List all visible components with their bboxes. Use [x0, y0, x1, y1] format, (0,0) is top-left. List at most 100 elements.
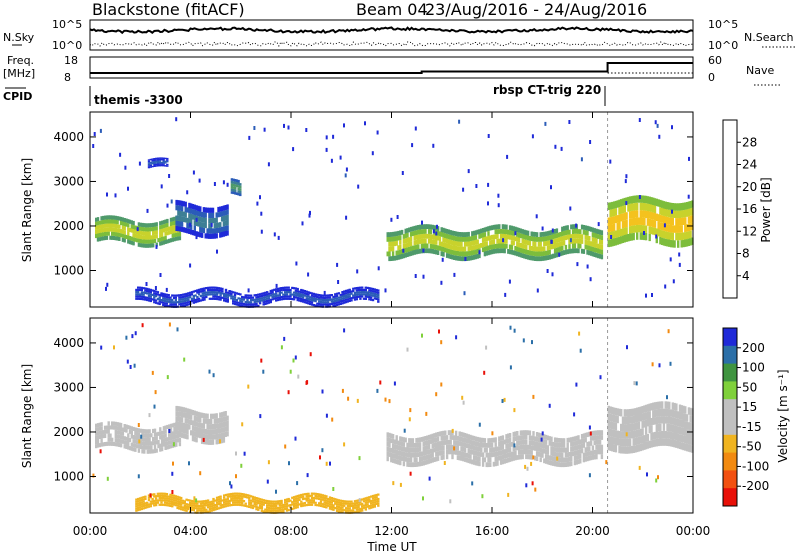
echo-cell: [230, 188, 234, 192]
echo-cell: [453, 245, 456, 251]
noise-point: [105, 286, 107, 291]
noise-point: [635, 381, 638, 386]
echo-cell: [223, 494, 226, 497]
echo-cell: [275, 504, 278, 508]
echo-cell: [144, 429, 148, 434]
echo-cell: [266, 300, 269, 303]
echo-cell: [671, 210, 674, 218]
echo-cell: [246, 496, 249, 499]
echo-cell: [377, 296, 380, 299]
echo-cell: [226, 495, 229, 498]
echo-cell: [611, 224, 614, 232]
echo-cell: [627, 416, 630, 424]
echo-cell: [532, 431, 535, 436]
echo-cell: [335, 301, 339, 304]
echo-cell: [226, 204, 229, 210]
echo-cell: [137, 226, 141, 231]
echo-cell: [465, 443, 469, 448]
echo-cell: [465, 256, 469, 261]
echo-cell: [438, 450, 442, 456]
echo-cell: [528, 250, 532, 256]
echo-cell: [328, 498, 332, 501]
echo-cell: [408, 452, 411, 458]
echo-cell: [535, 246, 539, 252]
noise-point: [576, 262, 579, 267]
echo-cell: [237, 499, 240, 502]
echo-cell: [671, 240, 674, 248]
echo-cell: [516, 435, 519, 441]
echo-cell: [620, 214, 623, 222]
echo-cell: [146, 503, 149, 507]
echo-cell: [355, 502, 358, 505]
echo-cell: [541, 443, 544, 449]
echo-cell: [666, 231, 669, 240]
echo-cell: [175, 405, 178, 412]
echo-cell: [370, 502, 373, 505]
echo-cell: [671, 402, 674, 410]
y-tick-label: 3000: [53, 380, 84, 394]
echo-cell: [234, 189, 237, 192]
echo-cell: [235, 501, 238, 504]
echo-cell: [689, 430, 692, 438]
echo-cell: [321, 294, 324, 297]
echo-cell: [659, 431, 662, 439]
echo-cell: [210, 218, 213, 224]
echo-cell: [271, 507, 274, 510]
echo-cell: [664, 231, 667, 239]
echo-cell: [620, 423, 623, 432]
echo-cell: [628, 196, 632, 204]
echo-cell: [160, 224, 164, 229]
colorbar-tick-label: -50: [742, 440, 762, 454]
echo-cell: [196, 298, 199, 301]
echo-cell: [460, 436, 463, 442]
echo-cell: [548, 249, 551, 255]
echo-cell: [163, 499, 167, 502]
echo-cell: [577, 238, 580, 244]
echo-cell: [164, 445, 167, 450]
echo-cell: [212, 297, 215, 300]
echo-cell: [655, 439, 658, 447]
echo-cell: [534, 436, 537, 442]
echo-cell: [623, 446, 626, 454]
echo-cell: [418, 437, 422, 443]
echo-cell: [332, 302, 335, 305]
echo-cell: [595, 449, 598, 455]
echo-cell: [487, 250, 490, 256]
echo-cell: [171, 233, 174, 238]
noise-point: [287, 390, 290, 395]
echo-cell: [319, 493, 323, 496]
echo-cell: [575, 440, 578, 446]
echo-cell: [411, 447, 415, 453]
echo-cell: [614, 415, 618, 423]
noise-point: [159, 273, 162, 277]
echo-cell: [138, 295, 142, 298]
echo-cell: [248, 503, 251, 506]
echo-cell: [444, 435, 447, 441]
echo-cell: [438, 431, 442, 437]
echo-cell: [284, 501, 287, 504]
echo-cell: [222, 215, 226, 222]
noise-point: [146, 208, 149, 213]
echo-cell: [639, 414, 642, 422]
echo-cell: [628, 226, 632, 234]
echo-cell: [176, 438, 180, 443]
echo-cell: [550, 455, 553, 461]
echo-cell: [521, 238, 524, 244]
echo-cell: [219, 500, 222, 503]
echo-cell: [431, 457, 434, 463]
echo-cell: [487, 226, 490, 231]
echo-cell: [187, 503, 190, 506]
echo-cell: [424, 445, 427, 451]
echo-cell: [179, 221, 182, 227]
echo-cell: [123, 424, 126, 429]
echo-cell: [553, 447, 557, 452]
echo-cell: [148, 449, 151, 454]
echo-cell: [172, 494, 176, 497]
echo-cell: [438, 231, 442, 237]
echo-cell: [153, 449, 157, 454]
noise-point: [487, 134, 490, 138]
echo-cell: [678, 218, 682, 226]
echo-cell: [552, 234, 555, 240]
echo-cell: [429, 439, 433, 444]
echo-cell: [691, 437, 694, 446]
